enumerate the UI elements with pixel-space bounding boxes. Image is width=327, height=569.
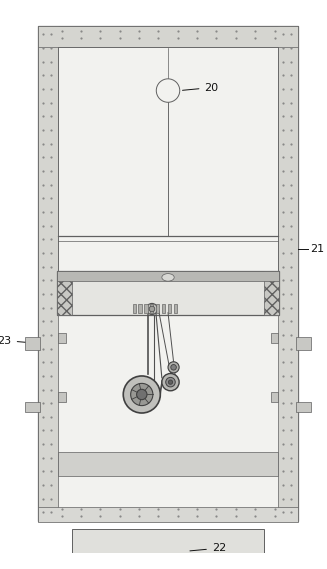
Bar: [38, 26, 298, 521]
Bar: [57, 271, 279, 281]
Bar: [81, 561, 254, 569]
Circle shape: [123, 376, 160, 413]
Bar: [162, 304, 165, 313]
Bar: [296, 337, 311, 350]
Bar: [264, 271, 279, 315]
Circle shape: [162, 373, 179, 391]
Bar: [174, 304, 177, 313]
Text: 22: 22: [190, 543, 226, 553]
Bar: [58, 392, 65, 402]
Bar: [145, 304, 147, 313]
Ellipse shape: [162, 274, 174, 281]
Bar: [150, 304, 153, 313]
Bar: [38, 26, 298, 47]
Bar: [38, 26, 59, 521]
Circle shape: [146, 303, 158, 315]
Circle shape: [137, 389, 147, 399]
Circle shape: [156, 79, 180, 102]
Bar: [132, 304, 136, 313]
Circle shape: [168, 380, 173, 384]
Circle shape: [171, 365, 176, 370]
Bar: [26, 337, 40, 350]
Text: 20: 20: [182, 83, 218, 93]
Bar: [72, 529, 264, 561]
Text: 24: 24: [81, 294, 128, 312]
Bar: [59, 452, 278, 476]
Circle shape: [149, 306, 155, 312]
Bar: [57, 271, 72, 315]
Bar: [38, 507, 298, 522]
Bar: [270, 333, 278, 343]
Bar: [138, 304, 142, 313]
Bar: [278, 26, 298, 521]
Bar: [296, 402, 311, 412]
Bar: [156, 304, 160, 313]
Circle shape: [166, 377, 175, 387]
Bar: [168, 304, 171, 313]
Circle shape: [168, 362, 179, 373]
Bar: [58, 333, 65, 343]
Text: 23: 23: [0, 336, 38, 345]
Bar: [59, 47, 278, 236]
Circle shape: [131, 384, 153, 406]
Bar: [270, 392, 278, 402]
Bar: [57, 271, 279, 315]
Text: 21: 21: [310, 244, 324, 254]
Bar: [26, 402, 40, 412]
